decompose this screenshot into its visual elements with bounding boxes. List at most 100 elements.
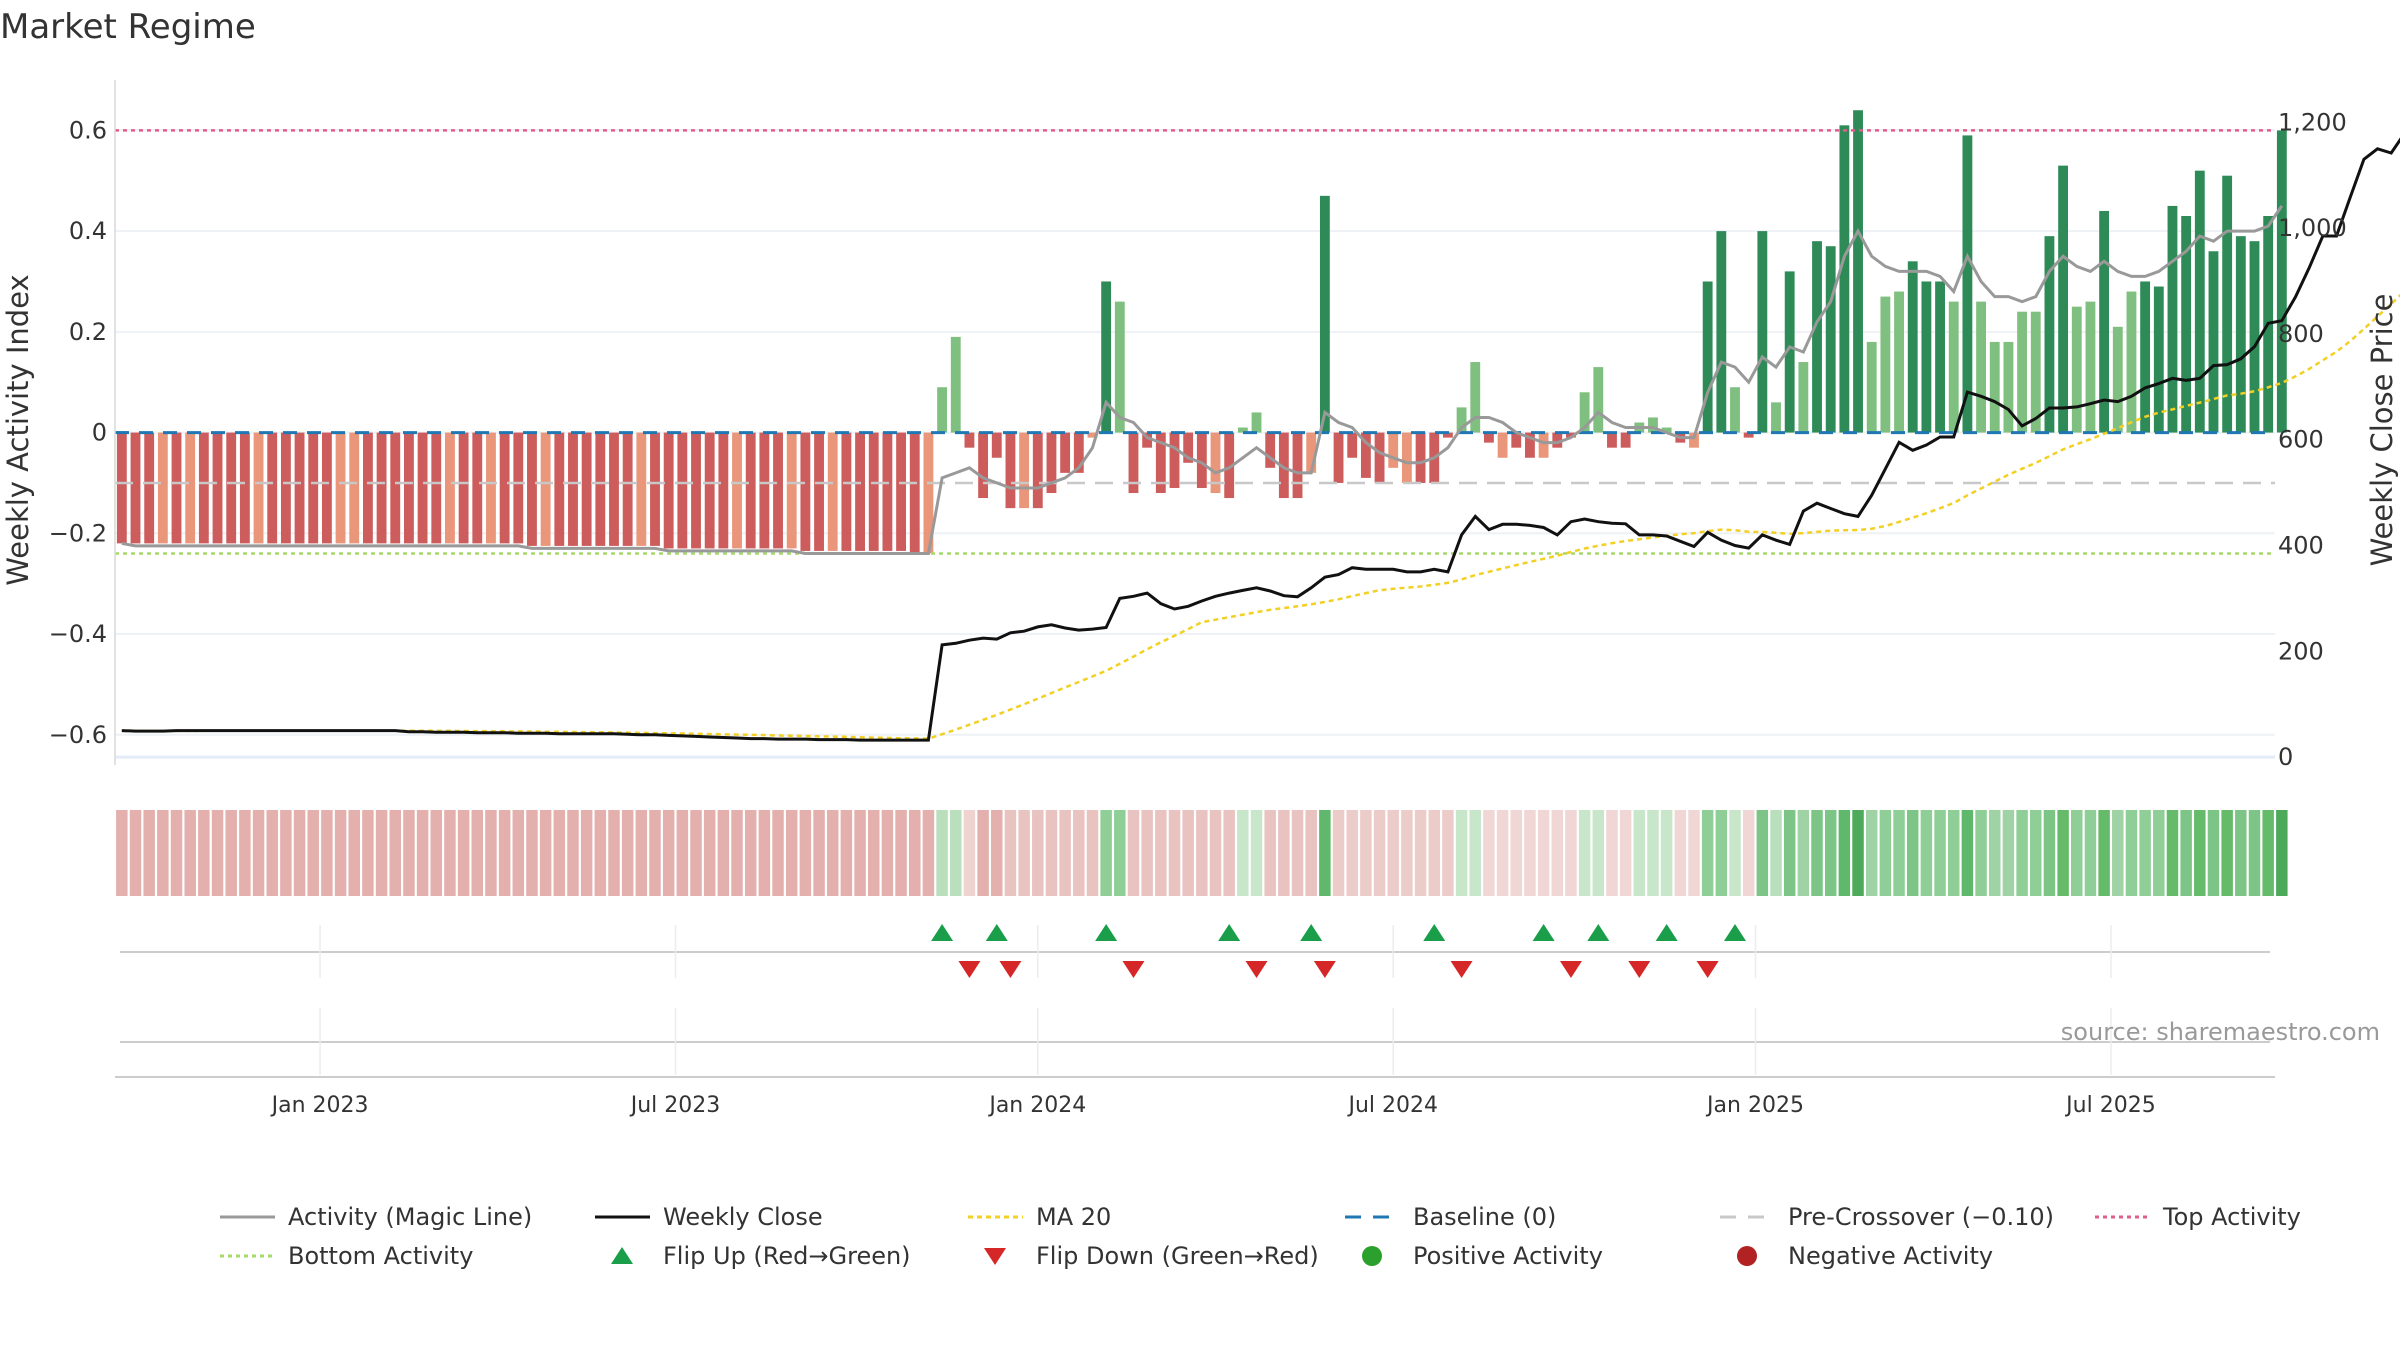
- regime-cell: [280, 810, 292, 896]
- series-lines: [121, 137, 2400, 742]
- regime-cell: [1838, 810, 1851, 896]
- activity-bar: [1716, 231, 1727, 433]
- regime-cell: [1606, 810, 1618, 896]
- regime-cell: [1879, 810, 1892, 896]
- flip-markers: [120, 924, 2270, 1075]
- regime-cell: [348, 810, 360, 896]
- regime-cell: [1824, 810, 1837, 896]
- regime-cell: [1168, 810, 1181, 896]
- legend-swatch: [984, 1248, 1006, 1265]
- activity-bar: [226, 432, 237, 544]
- regime-cell: [1346, 810, 1358, 896]
- activity-bar: [171, 432, 182, 544]
- activity-bar: [677, 432, 688, 549]
- regime-cell: [553, 810, 566, 896]
- activity-bar: [1360, 432, 1371, 478]
- activity-bar: [1019, 432, 1030, 509]
- regime-cell: [1674, 810, 1687, 896]
- right-axis-title: Weekly Close Price: [2365, 294, 2399, 567]
- regime-cell: [2112, 810, 2124, 896]
- regime-cell: [375, 810, 388, 896]
- activity-bar: [1128, 432, 1139, 494]
- ma20-line: [121, 293, 2400, 740]
- regime-cell: [772, 810, 784, 896]
- regime-cell: [1524, 810, 1536, 896]
- left-tick-label: 0.6: [69, 116, 107, 144]
- regime-cell: [881, 810, 894, 896]
- activity-bar: [185, 432, 196, 544]
- activity-bar: [116, 432, 127, 544]
- regime-cell: [1770, 810, 1782, 896]
- activity-bar: [1743, 432, 1754, 438]
- activity-bar: [1784, 271, 1795, 433]
- regime-cell: [1865, 810, 1878, 896]
- activity-bar: [1607, 432, 1617, 448]
- flip-up-marker: [1423, 924, 1446, 941]
- activity-bar: [1319, 195, 1330, 433]
- flip-down-marker: [1313, 961, 1336, 978]
- left-tick-label: −0.4: [49, 620, 107, 648]
- activity-bar: [2112, 326, 2123, 433]
- regime-cell: [840, 810, 853, 896]
- regime-cell: [143, 810, 155, 896]
- activity-bar: [964, 432, 975, 448]
- activity-bar: [1073, 432, 1084, 473]
- left-tick-label: −0.2: [49, 519, 107, 547]
- activity-bar: [1620, 432, 1631, 448]
- regime-cell: [1496, 810, 1509, 896]
- flip-down-marker: [1122, 961, 1145, 978]
- activity-bar: [431, 432, 442, 544]
- activity-bar: [2030, 311, 2041, 433]
- regime-cell: [2139, 810, 2151, 896]
- regime-cell: [785, 810, 798, 896]
- activity-bar: [1470, 362, 1481, 433]
- regime-cell: [239, 810, 251, 896]
- activity-bar: [1306, 432, 1317, 473]
- regime-cell: [1278, 810, 1290, 896]
- activity-bar: [923, 432, 934, 554]
- regime-cell: [1414, 810, 1427, 896]
- regime-cell: [1045, 810, 1058, 896]
- flip-up-marker: [931, 924, 954, 941]
- regime-cell: [1305, 810, 1317, 896]
- right-tick-label: 1,000: [2278, 214, 2347, 242]
- regime-cell: [2153, 810, 2165, 896]
- activity-bar: [636, 432, 647, 546]
- activity-bar: [1825, 246, 1836, 433]
- regime-cell: [717, 810, 730, 896]
- activity-bar: [458, 432, 469, 544]
- regime-cell: [1360, 810, 1372, 896]
- activity-bar: [1388, 432, 1399, 468]
- regime-cell: [1660, 810, 1673, 896]
- activity-bar: [404, 432, 414, 544]
- regime-cell: [116, 810, 128, 896]
- regime-cell: [512, 810, 525, 896]
- regime-cell: [1114, 810, 1126, 896]
- activity-bar: [1579, 392, 1590, 433]
- weekly-close-line: [121, 137, 2400, 742]
- activity-bar: [1757, 231, 1768, 433]
- activity-bar: [1538, 432, 1549, 458]
- regime-cell: [457, 810, 470, 896]
- activity-bar: [1702, 281, 1713, 433]
- regime-cell: [676, 810, 689, 896]
- date-tick-label: Jul 2023: [629, 1093, 721, 1118]
- regime-cell: [567, 810, 579, 896]
- regime-cell: [1510, 810, 1523, 896]
- flip-down-marker: [1450, 961, 1473, 978]
- regime-cell: [1619, 810, 1632, 896]
- regime-cell: [129, 810, 142, 896]
- regime-cell: [1196, 810, 1208, 896]
- legend-label: Top Activity: [2162, 1203, 2301, 1231]
- regime-cell: [1004, 810, 1017, 896]
- regime-cell: [430, 810, 443, 896]
- activity-bar: [1989, 341, 2000, 433]
- regime-cell: [977, 810, 989, 896]
- regime-cell: [744, 810, 757, 896]
- activity-bar: [1278, 432, 1289, 499]
- regime-cell: [1578, 810, 1591, 896]
- legend-label: Weekly Close: [663, 1203, 823, 1231]
- regime-cell: [2125, 810, 2138, 896]
- activity-bar: [1114, 301, 1125, 433]
- activity-bar: [1880, 296, 1891, 433]
